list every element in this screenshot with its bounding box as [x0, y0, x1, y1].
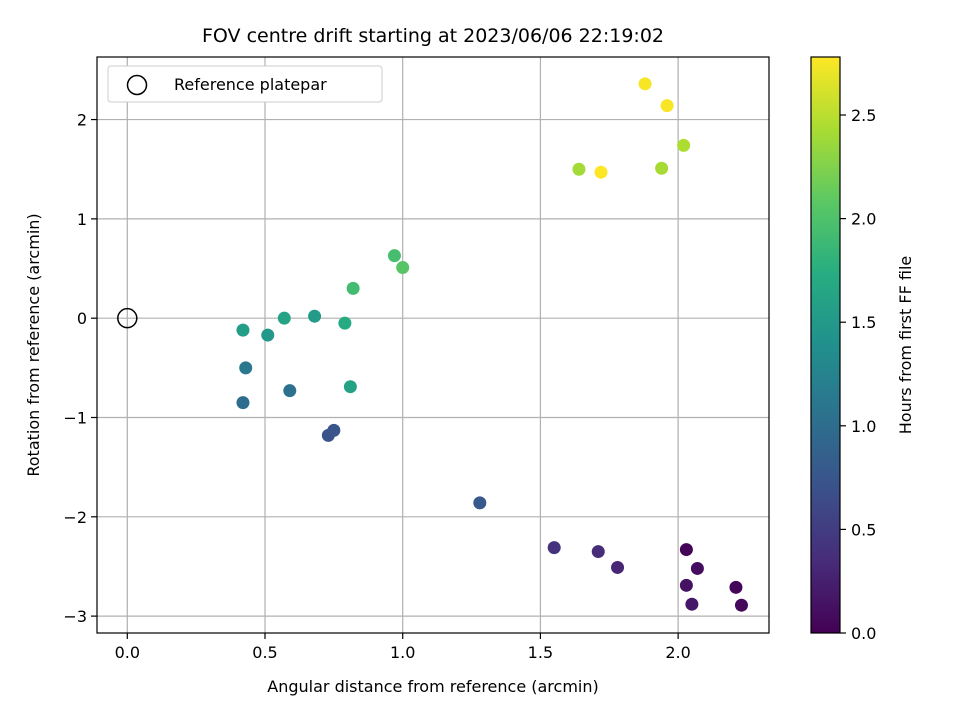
- grid-lines: [97, 57, 769, 633]
- data-point: [338, 316, 352, 330]
- y-tick-label: −3: [63, 607, 87, 626]
- data-point: [387, 249, 401, 263]
- y-axis-ticks: 2 1 0 −1 −2 −3: [63, 111, 97, 626]
- x-axis-ticks: 0.0 0.5 1.0 1.5 2.0: [115, 633, 691, 662]
- chart-title: FOV centre drift starting at 2023/06/06 …: [202, 25, 664, 47]
- y-axis-label: Rotation from reference (arcmin): [24, 213, 43, 476]
- data-point: [679, 578, 693, 592]
- data-point: [685, 597, 699, 611]
- x-tick-label: 0.0: [115, 643, 140, 662]
- data-point: [473, 496, 487, 510]
- colorbar-ticks: 0.0 0.5 1.0 1.5 2.0 2.5: [840, 106, 876, 643]
- data-point: [277, 311, 291, 325]
- data-point: [734, 598, 748, 612]
- data-point: [591, 545, 605, 559]
- x-tick-label: 1.0: [390, 643, 415, 662]
- data-point: [572, 162, 586, 176]
- plot-area: [97, 57, 769, 633]
- colorbar-tick-label: 1.0: [851, 417, 876, 436]
- y-tick-label: −2: [63, 508, 87, 527]
- data-point: [660, 99, 674, 113]
- data-point: [729, 580, 743, 594]
- data-point: [677, 138, 691, 152]
- data-point: [346, 281, 360, 295]
- colorbar-frame: [810, 56, 841, 634]
- data-point: [308, 309, 322, 323]
- legend-label: Reference platepar: [174, 75, 327, 94]
- y-tick-label: 0: [77, 309, 87, 328]
- x-axis-label: Angular distance from reference (arcmin): [267, 677, 598, 696]
- data-point: [547, 541, 561, 555]
- legend: Reference platepar: [107, 65, 383, 103]
- data-point: [236, 323, 250, 337]
- data-point: [343, 380, 357, 394]
- colorbar: 0.0 0.5 1.0 1.5 2.0 2.5 Hours from first FF f…: [810, 56, 915, 643]
- colorbar-tick-label: 0.0: [851, 624, 876, 643]
- y-tick-label: 2: [77, 111, 87, 130]
- data-point: [594, 165, 608, 179]
- legend-box: [107, 65, 383, 103]
- colorbar-tick-label: 0.5: [851, 520, 876, 539]
- legend-marker-open-circle: [126, 74, 148, 96]
- data-point: [283, 384, 297, 398]
- x-tick-label: 0.5: [252, 643, 277, 662]
- data-point: [638, 77, 652, 91]
- data-points: [236, 77, 748, 612]
- data-point: [327, 423, 341, 437]
- data-point: [396, 261, 410, 275]
- colorbar-label: Hours from first FF file: [896, 256, 915, 435]
- data-point: [239, 361, 253, 375]
- colorbar-gradient: [811, 57, 840, 633]
- colorbar-tick-label: 1.5: [851, 313, 876, 332]
- x-tick-label: 1.5: [528, 643, 553, 662]
- x-tick-label: 2.0: [665, 643, 690, 662]
- data-point: [679, 543, 693, 557]
- reference-platepar-marker: [117, 307, 138, 329]
- data-point: [655, 161, 669, 175]
- data-point: [690, 561, 704, 575]
- colorbar-tick-label: 2.5: [851, 106, 876, 125]
- data-point: [261, 328, 275, 342]
- y-tick-label: −1: [63, 408, 87, 427]
- data-point: [611, 560, 625, 574]
- data-point: [236, 396, 250, 410]
- y-tick-label: 1: [77, 210, 87, 229]
- reference-layer: [117, 307, 138, 329]
- colorbar-tick-label: 2.0: [851, 210, 876, 229]
- plot-frame: [96, 56, 770, 634]
